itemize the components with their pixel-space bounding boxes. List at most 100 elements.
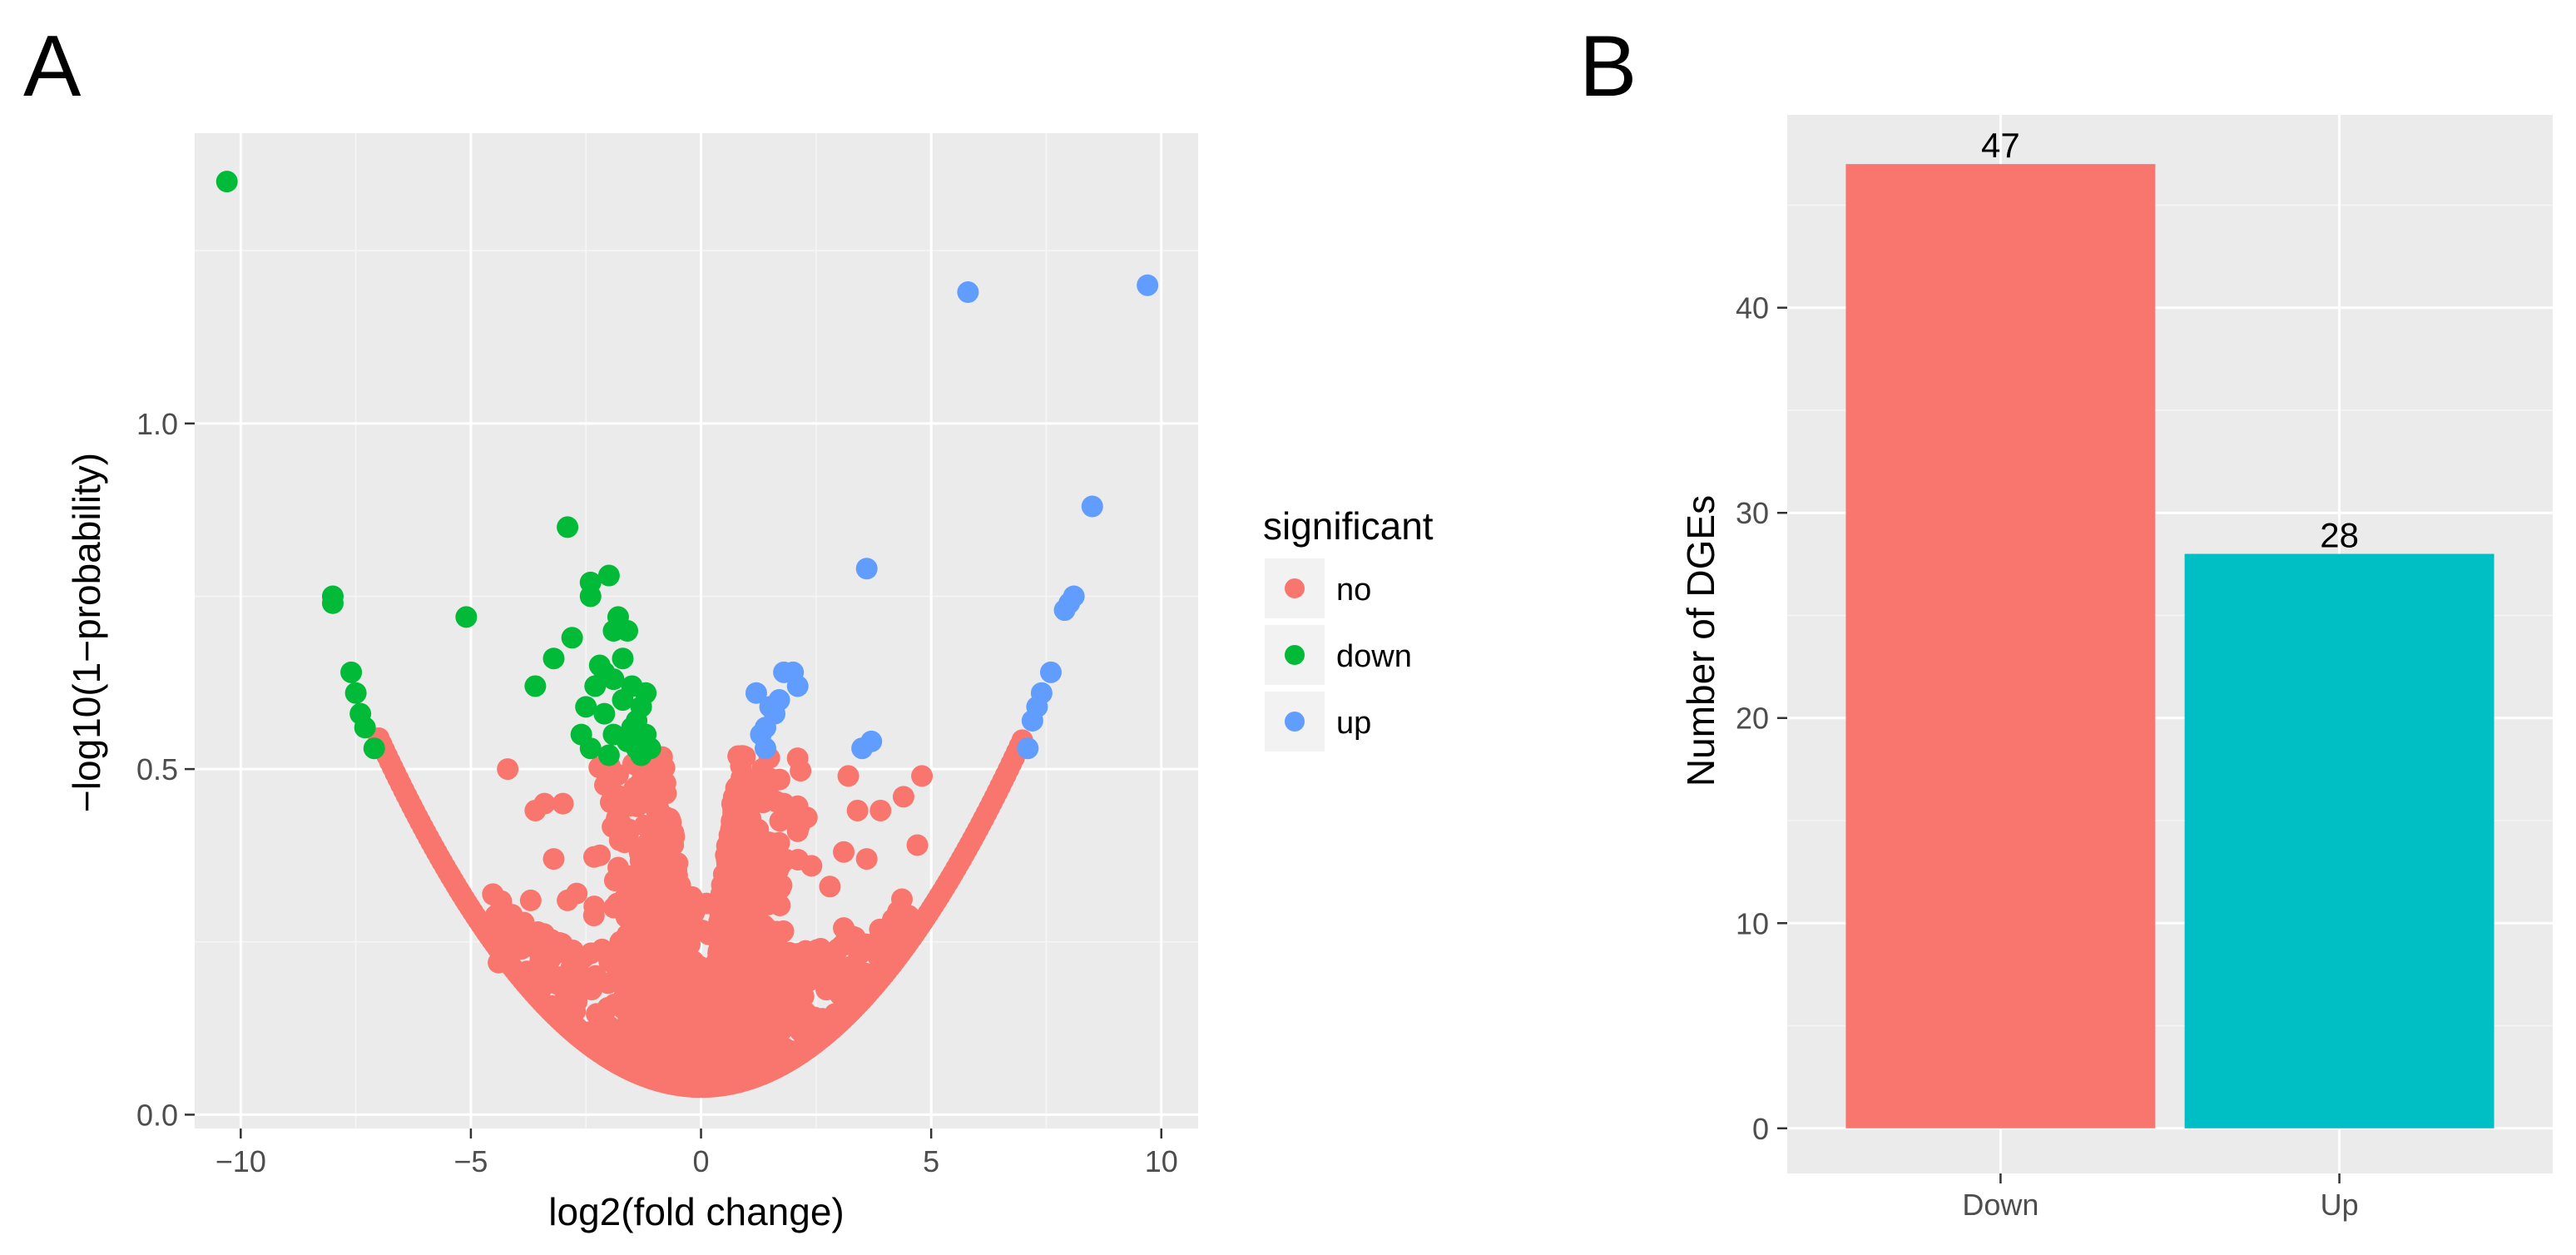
data-point-down	[635, 682, 657, 704]
y-tick-label: 0.5	[136, 752, 178, 786]
data-point-no	[726, 804, 748, 826]
data-point-up	[957, 281, 979, 304]
data-point-no	[892, 786, 914, 808]
data-point-down	[344, 682, 367, 704]
y-tick-label: 10	[1736, 906, 1769, 940]
data-point-up	[1053, 599, 1076, 622]
data-point-no	[647, 996, 670, 1019]
data-point-no	[636, 1054, 658, 1076]
data-point-down	[612, 647, 634, 670]
data-point-no	[833, 917, 855, 940]
data-point-no	[599, 791, 622, 814]
data-point-up	[1039, 661, 1062, 683]
data-point-no	[613, 998, 636, 1020]
data-point-no	[714, 872, 736, 895]
data-point-no	[755, 974, 777, 996]
data-point-no	[541, 995, 563, 1017]
data-point-no	[665, 938, 687, 960]
data-point-no	[775, 848, 797, 871]
data-point-no	[784, 986, 806, 1009]
data-point-no	[721, 964, 743, 986]
data-point-no	[497, 758, 519, 781]
data-point-no	[855, 962, 877, 985]
data-point-no	[533, 792, 556, 815]
data-point-no	[829, 984, 851, 1006]
data-point-no	[636, 833, 658, 856]
data-point-down	[215, 171, 238, 193]
data-point-no	[690, 1010, 712, 1033]
volcano-minor-grid	[195, 133, 1198, 1129]
data-point-no	[729, 899, 751, 921]
data-point-no	[582, 846, 605, 868]
y-tick-label: 0.0	[136, 1098, 178, 1132]
data-point-no	[519, 889, 542, 911]
volcano-points	[215, 171, 1159, 980]
data-point-no	[744, 1065, 766, 1088]
data-point-down	[524, 675, 547, 697]
y-tick-label: 20	[1736, 702, 1769, 736]
legend-label: down	[1336, 639, 1412, 674]
data-point-no	[484, 905, 507, 927]
data-point-no	[760, 767, 782, 790]
data-point-no	[730, 923, 752, 945]
x-tick-label: 10	[1145, 1144, 1178, 1178]
data-point-no	[622, 865, 644, 887]
data-point-no	[653, 956, 676, 979]
data-point-no	[552, 792, 574, 815]
data-point-down	[597, 744, 620, 766]
panel-b-label: B	[1579, 18, 1637, 115]
x-tick-label: −5	[453, 1144, 488, 1178]
data-point-no	[800, 958, 823, 980]
volcano-y-axis: 0.0 0.5 1.0	[136, 407, 195, 1132]
data-point-down	[321, 592, 344, 614]
data-point-up	[855, 558, 878, 580]
volcano-no-cloud	[368, 727, 1033, 1099]
data-point-up	[745, 682, 767, 704]
data-point-down	[617, 620, 639, 642]
data-point-down	[340, 661, 363, 683]
data-point-no	[630, 929, 652, 951]
data-point-no	[711, 905, 733, 927]
x-tick-label: 0	[693, 1144, 710, 1178]
volcano-plot: −10 −5 0 5 10 0.0 0.5 1.0 log2(fold chan…	[65, 133, 1198, 1233]
data-point-no	[869, 799, 892, 821]
legend-entry-no: no	[1265, 558, 1371, 618]
data-point-no	[510, 938, 533, 960]
data-point-no	[680, 1029, 702, 1052]
data-point-no	[773, 792, 795, 815]
data-point-no	[697, 923, 720, 945]
data-point-no	[657, 911, 680, 934]
data-point-no	[721, 1071, 743, 1094]
data-point-no	[764, 886, 786, 909]
data-point-no	[582, 905, 605, 927]
data-point-down	[602, 668, 625, 691]
data-point-no	[668, 1048, 691, 1070]
bar-up	[2184, 553, 2494, 1129]
data-point-no	[580, 942, 602, 965]
data-point-no	[782, 956, 805, 979]
bar-down	[1845, 164, 2156, 1129]
legend-dot-icon	[1285, 712, 1305, 732]
data-point-no	[751, 1002, 773, 1024]
data-point-no	[684, 1072, 706, 1094]
data-point-no	[751, 933, 774, 955]
data-point-down	[621, 717, 643, 739]
y-tick-label: 1.0	[136, 407, 178, 441]
data-point-down	[542, 647, 565, 670]
data-point-up	[1017, 737, 1039, 760]
x-tick-label: Down	[1962, 1188, 2039, 1222]
volcano-x-axis: −10 −5 0 5 10	[215, 1129, 1178, 1178]
data-point-no	[898, 905, 920, 927]
data-point-no	[625, 776, 647, 798]
data-point-no	[655, 819, 677, 841]
y-tick-label: 0	[1752, 1112, 1769, 1146]
data-point-no	[837, 765, 859, 787]
x-tick-label: −10	[215, 1144, 266, 1178]
data-point-down	[579, 585, 602, 608]
data-point-no	[633, 891, 656, 914]
data-point-no	[846, 799, 869, 821]
data-point-down	[575, 696, 597, 718]
data-point-no	[684, 894, 706, 916]
data-point-no	[488, 951, 510, 974]
